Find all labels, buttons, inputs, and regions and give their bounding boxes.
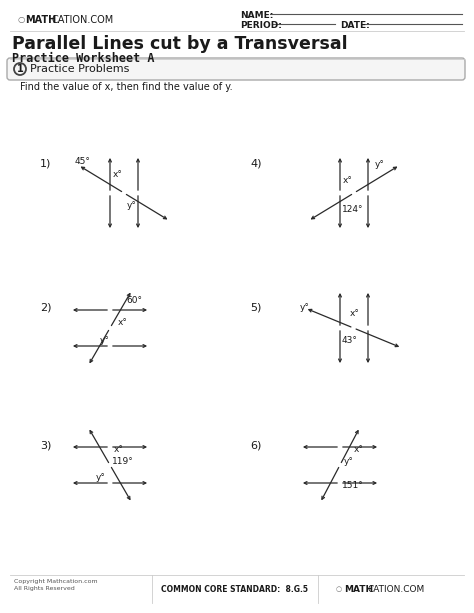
Text: 6): 6) xyxy=(250,440,261,450)
Text: DATE:: DATE: xyxy=(340,21,370,30)
Text: x°: x° xyxy=(354,445,364,454)
Text: x°: x° xyxy=(118,318,128,327)
Text: 60°: 60° xyxy=(126,296,142,305)
Text: x°: x° xyxy=(343,176,353,185)
Text: ○: ○ xyxy=(18,15,25,24)
Text: Practice Problems: Practice Problems xyxy=(30,64,129,74)
Text: y°: y° xyxy=(375,160,385,169)
Text: 3): 3) xyxy=(40,440,51,450)
Text: 2): 2) xyxy=(40,303,52,313)
Text: 119°: 119° xyxy=(112,457,134,466)
Text: x°: x° xyxy=(350,309,360,318)
Text: 4): 4) xyxy=(250,158,262,168)
Text: y°: y° xyxy=(344,457,354,466)
Text: y°: y° xyxy=(100,336,110,345)
Text: Practice Worksheet A: Practice Worksheet A xyxy=(12,52,155,65)
Text: CATION.COM: CATION.COM xyxy=(52,15,114,25)
Text: MATH: MATH xyxy=(25,15,56,25)
Text: x°: x° xyxy=(114,445,124,454)
Text: 43°: 43° xyxy=(342,336,358,345)
Text: 151°: 151° xyxy=(342,481,364,490)
Text: 45°: 45° xyxy=(74,157,90,166)
Text: 1: 1 xyxy=(17,64,23,74)
Text: CATION.COM: CATION.COM xyxy=(368,585,425,593)
Text: MATH: MATH xyxy=(344,585,373,593)
Text: y°: y° xyxy=(96,473,106,482)
Text: ○: ○ xyxy=(336,586,342,592)
Text: All Rights Reserved: All Rights Reserved xyxy=(14,586,75,591)
FancyBboxPatch shape xyxy=(7,58,465,80)
Text: x°: x° xyxy=(113,170,123,179)
Text: 124°: 124° xyxy=(342,205,364,214)
Text: Find the value of x, then find the value of y.: Find the value of x, then find the value… xyxy=(20,82,233,92)
Text: y°: y° xyxy=(127,201,137,210)
Text: 1): 1) xyxy=(40,158,51,168)
Text: Parallel Lines cut by a Transversal: Parallel Lines cut by a Transversal xyxy=(12,35,347,53)
Text: Copyright Mathcation.com: Copyright Mathcation.com xyxy=(14,579,98,584)
Text: PERIOD:: PERIOD: xyxy=(240,21,282,30)
Text: y°: y° xyxy=(300,303,310,313)
Text: COMMON CORE STANDARD:  8.G.5: COMMON CORE STANDARD: 8.G.5 xyxy=(162,585,309,593)
Text: NAME:: NAME: xyxy=(240,11,273,20)
Text: 5): 5) xyxy=(250,303,261,313)
